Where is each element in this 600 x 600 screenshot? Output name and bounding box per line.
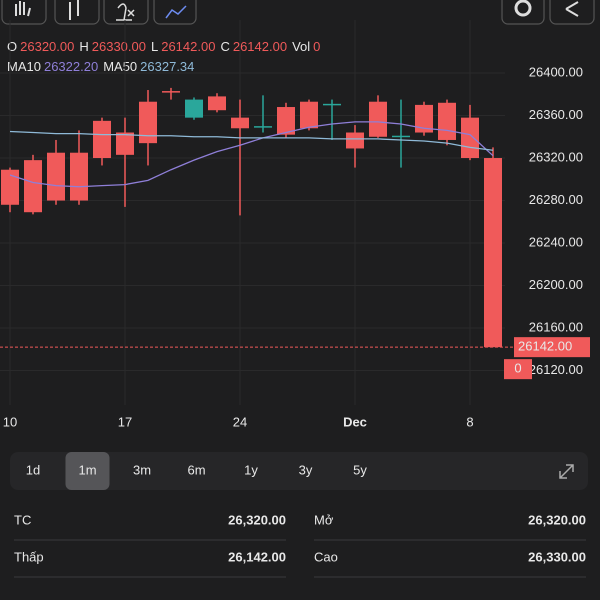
- stat-value: 26,330.00: [528, 549, 586, 564]
- period-button[interactable]: 1y: [244, 462, 258, 477]
- candle-body: [300, 101, 318, 129]
- candle-body: [93, 120, 111, 159]
- ma-value: 26322.20: [44, 59, 98, 74]
- volume-label: 0: [514, 361, 521, 376]
- y-tick-label: 26400.00: [529, 64, 583, 79]
- plot: 26400.00 26360.00 26320.00 26280.00 26240.00…: [0, 20, 590, 429]
- candle-body: [47, 152, 65, 201]
- y-tick-label: 26320.00: [529, 149, 583, 164]
- candle-body: [369, 101, 387, 137]
- period-button[interactable]: 5y: [353, 462, 367, 477]
- stat-label: Thấp: [14, 549, 44, 564]
- header-label: O: [7, 39, 17, 54]
- x-tick-label: 17: [118, 414, 132, 429]
- last-price-box: [514, 337, 590, 358]
- stat-label: Mở: [314, 512, 334, 527]
- ma-line: [9, 130, 494, 151]
- candle-body: [185, 99, 203, 118]
- period-button[interactable]: 1m: [78, 462, 96, 477]
- y-tick-label: 26240.00: [529, 234, 583, 249]
- ma-label: MA50: [103, 59, 137, 74]
- candle-body: [346, 132, 364, 149]
- toolbar: [1, 0, 595, 25]
- y-tick-label: 26200.00: [529, 277, 583, 292]
- last-price-label: 26142.00: [518, 339, 572, 354]
- header-label: Vol: [292, 39, 310, 54]
- ma-line: [9, 121, 494, 188]
- settings-button[interactable]: [501, 0, 545, 25]
- x-tick-label: 8: [466, 414, 473, 429]
- candle-body: [415, 104, 433, 133]
- candle-body: [139, 101, 157, 144]
- candle-body: [254, 126, 272, 128]
- candle-body: [24, 160, 42, 213]
- x-tick-label: Dec: [343, 414, 367, 429]
- hand-icon: [15, 1, 31, 17]
- stats: TC 26,320.00 Mở 26,320.00 Thấp 26,142.00 Cao 26…: [14, 512, 586, 578]
- header-value: 26142.00: [233, 39, 287, 54]
- header-value: 0: [313, 39, 320, 54]
- candle-body: [438, 102, 456, 140]
- candle-body: [208, 96, 226, 111]
- expand-icon[interactable]: [559, 464, 574, 479]
- header-label: H: [79, 39, 88, 54]
- candle-body: [277, 107, 295, 135]
- candle-body: [70, 152, 88, 201]
- candle-body: [392, 135, 410, 138]
- header-label: L: [151, 39, 158, 54]
- fx-icon: [116, 3, 135, 21]
- header-value: 26142.00: [161, 39, 215, 54]
- period-button[interactable]: 3y: [299, 462, 313, 477]
- draw-icon: [165, 5, 187, 19]
- header-label: C: [220, 39, 229, 54]
- header-value: 26330.00: [92, 39, 146, 54]
- stat-label: Cao: [314, 549, 338, 564]
- stat-value: 26,320.00: [528, 512, 586, 527]
- y-tick-label: 26120.00: [529, 362, 583, 377]
- period-bar: [10, 452, 588, 490]
- candle-body: [231, 117, 249, 129]
- header-value: 26320.00: [20, 39, 74, 54]
- candle-body: [323, 103, 341, 106]
- candle-body: [484, 158, 502, 348]
- ma-header: MA10 26322.20 MA50 26327.34: [7, 59, 194, 74]
- y-tick-label: 26280.00: [529, 192, 583, 207]
- y-tick-label: 26160.00: [529, 319, 583, 334]
- candle-body: [461, 117, 479, 159]
- x-tick-label: 10: [3, 414, 17, 429]
- y-tick-label: 26360.00: [529, 107, 583, 122]
- stat-value: 26,320.00: [228, 512, 286, 527]
- stat-value: 26,142.00: [228, 549, 286, 564]
- share-icon: [565, 1, 579, 17]
- ma-label: MA10: [7, 59, 41, 74]
- period-button[interactable]: 6m: [187, 462, 205, 477]
- candle-body: [1, 169, 19, 205]
- ma-value: 26327.34: [140, 59, 194, 74]
- candle-icon: [69, 0, 79, 20]
- stat-label: TC: [14, 512, 31, 527]
- candle-body: [116, 132, 134, 155]
- period-button[interactable]: 1d: [26, 462, 40, 477]
- x-tick-label: 24: [233, 414, 247, 429]
- period-selected: [65, 452, 110, 490]
- candle-body: [162, 91, 180, 93]
- volume-box: [504, 359, 532, 380]
- period-button[interactable]: 3m: [133, 462, 151, 477]
- ohlc-header: O 26320.00 H 26330.00 L 26142.00 C 26142.00 Vol 0: [7, 39, 320, 54]
- periods: 1d 1m 3m 6m 1y 3y 5y: [26, 452, 367, 490]
- gear-icon: [514, 0, 532, 17]
